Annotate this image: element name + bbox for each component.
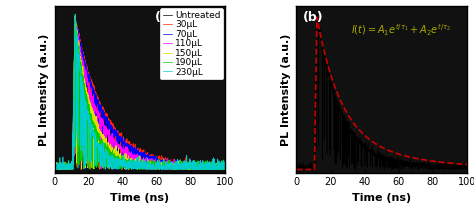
Line: 30μL: 30μL: [55, 16, 225, 170]
150μL: [222, 168, 228, 171]
110μL: [135, 158, 140, 161]
70μL: [125, 168, 130, 171]
150μL: [135, 160, 140, 162]
70μL: [217, 164, 223, 166]
Line: 110μL: 110μL: [55, 16, 225, 170]
30μL: [135, 150, 140, 153]
110μL: [217, 163, 223, 166]
70μL: [217, 166, 223, 169]
Line: Untreated: Untreated: [55, 17, 225, 170]
30μL: [186, 163, 191, 166]
110μL: [130, 155, 136, 158]
30μL: [217, 166, 223, 169]
230μL: [217, 165, 223, 168]
150μL: [52, 168, 57, 170]
190μL: [183, 168, 189, 171]
230μL: [52, 156, 57, 158]
190μL: [72, 13, 78, 15]
230μL: [186, 161, 191, 164]
230μL: [58, 168, 64, 171]
Untreated: [217, 163, 223, 166]
230μL: [135, 168, 140, 170]
Untreated: [186, 166, 191, 169]
70μL: [73, 16, 78, 19]
110μL: [61, 164, 66, 166]
190μL: [52, 164, 57, 166]
150μL: [130, 159, 136, 162]
Text: (b): (b): [303, 11, 324, 24]
190μL: [217, 165, 223, 167]
190μL: [186, 166, 191, 168]
30μL: [61, 167, 66, 169]
230μL: [222, 165, 228, 167]
Y-axis label: PL Intensity (a.u.): PL Intensity (a.u.): [281, 33, 291, 146]
150μL: [222, 167, 228, 170]
Untreated: [60, 167, 66, 170]
150μL: [72, 15, 78, 18]
230μL: [73, 13, 78, 16]
190μL: [222, 167, 228, 170]
110μL: [72, 14, 78, 17]
Y-axis label: PL Intensity (a.u.): PL Intensity (a.u.): [39, 33, 49, 146]
70μL: [186, 166, 191, 168]
110μL: [52, 167, 57, 169]
30μL: [130, 163, 136, 165]
30μL: [73, 14, 78, 17]
Untreated: [135, 152, 140, 155]
Legend: Untreated, 30μL, 70μL, 110μL, 150μL, 190μL, 230μL: Untreated, 30μL, 70μL, 110μL, 150μL, 190…: [161, 8, 223, 79]
Text: (a): (a): [155, 11, 175, 24]
Text: $I(t) = A_1 e^{t/\tau_1} + A_2 e^{t/\tau_2}$: $I(t) = A_1 e^{t/\tau_1} + A_2 e^{t/\tau…: [351, 23, 451, 38]
70μL: [130, 149, 136, 151]
150μL: [186, 164, 191, 167]
Untreated: [130, 153, 136, 155]
70μL: [222, 167, 228, 170]
70μL: [60, 166, 66, 168]
110μL: [222, 165, 228, 167]
110μL: [217, 166, 223, 168]
150μL: [217, 168, 223, 170]
Line: 150μL: 150μL: [55, 16, 225, 170]
70μL: [135, 152, 140, 154]
Line: 230μL: 230μL: [55, 14, 225, 170]
30μL: [217, 165, 223, 168]
Untreated: [217, 166, 223, 168]
110μL: [58, 168, 64, 171]
30μL: [222, 165, 228, 167]
110μL: [186, 163, 191, 165]
70μL: [52, 165, 57, 168]
30μL: [57, 168, 63, 171]
30μL: [52, 165, 57, 167]
230μL: [217, 164, 223, 167]
Line: 190μL: 190μL: [55, 14, 225, 170]
230μL: [61, 168, 66, 171]
Untreated: [52, 165, 57, 167]
Untreated: [222, 165, 228, 167]
190μL: [60, 163, 66, 165]
Untreated: [73, 16, 78, 19]
X-axis label: Time (ns): Time (ns): [352, 193, 411, 203]
190μL: [130, 165, 136, 167]
190μL: [217, 168, 223, 171]
230μL: [130, 165, 136, 168]
X-axis label: Time (ns): Time (ns): [110, 193, 169, 203]
Untreated: [195, 168, 201, 171]
150μL: [60, 163, 66, 165]
Line: 70μL: 70μL: [55, 17, 225, 170]
150μL: [217, 167, 223, 170]
190μL: [135, 165, 140, 168]
